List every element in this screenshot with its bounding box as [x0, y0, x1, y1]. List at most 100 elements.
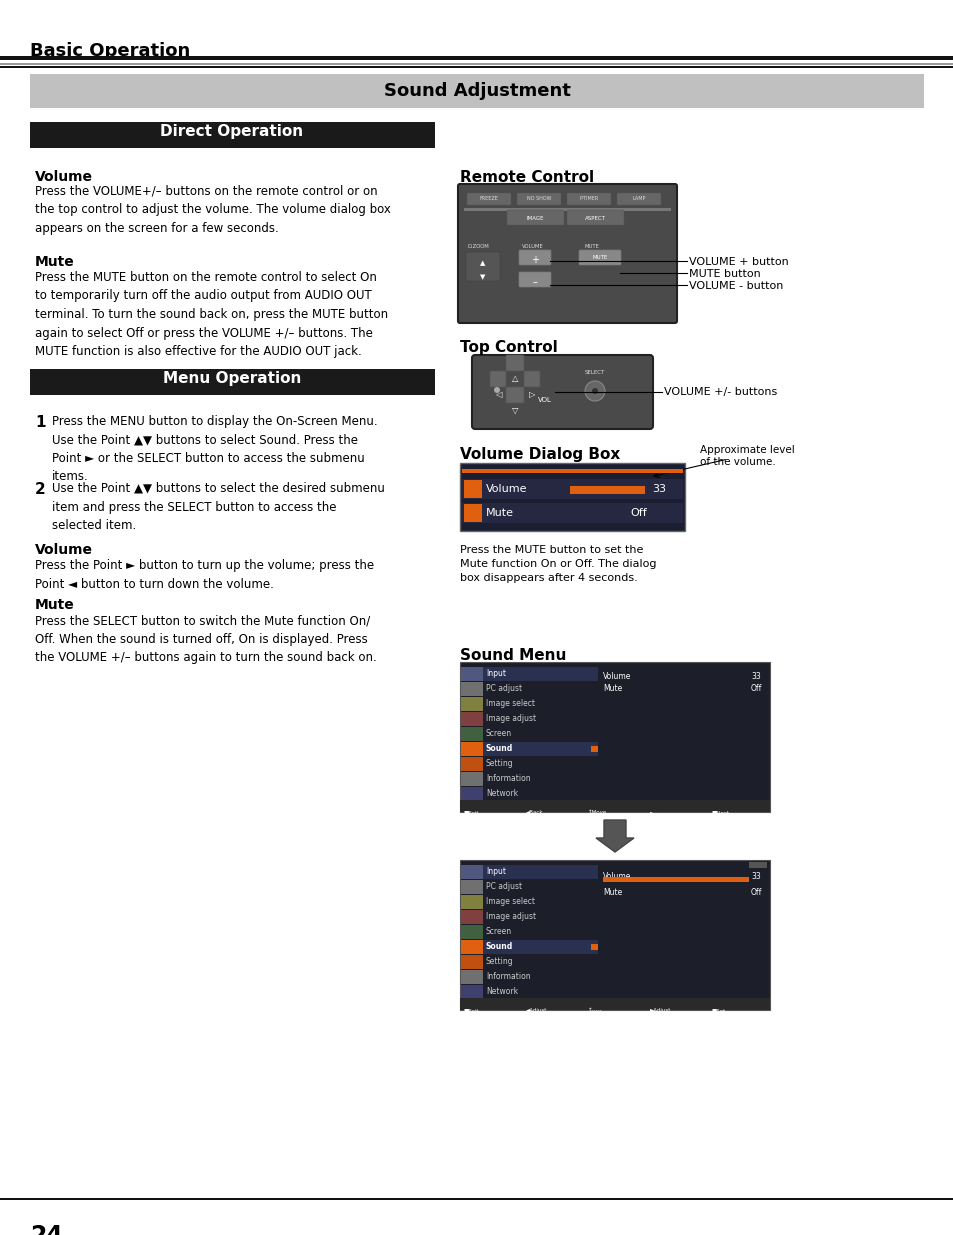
FancyArrow shape [596, 820, 634, 852]
Text: ◁: ◁ [495, 390, 500, 399]
Text: VOLUME: VOLUME [521, 245, 543, 249]
Bar [460, 772, 482, 785]
Text: △: △ [511, 374, 517, 383]
Bar [459, 662, 769, 811]
Bar [460, 969, 482, 984]
Text: Press the MUTE button to set the
Mute function On or Off. The dialog
box disappe: Press the MUTE button to set the Mute fu… [459, 545, 656, 583]
Bar [460, 727, 482, 741]
Text: Press the MENU button to display the On-Screen Menu.
Use the Point ▲▼ buttons to: Press the MENU button to display the On-… [52, 415, 377, 483]
Text: ↕Move: ↕Move [587, 810, 607, 815]
Bar [569, 487, 644, 494]
FancyBboxPatch shape [566, 210, 623, 225]
Text: P-TIMER: P-TIMER [578, 196, 598, 201]
Bar [461, 503, 682, 522]
FancyBboxPatch shape [472, 354, 652, 429]
Text: Mute: Mute [602, 684, 621, 693]
Bar [460, 697, 482, 711]
Text: ◄Back: ◄Back [525, 810, 543, 815]
Text: 33: 33 [651, 484, 665, 494]
Circle shape [494, 387, 499, 393]
Text: Off: Off [629, 508, 646, 517]
Text: ■Next: ■Next [711, 810, 729, 815]
Text: ▼: ▼ [479, 274, 485, 280]
Text: Screen: Screen [485, 927, 512, 936]
Bar [463, 504, 481, 522]
FancyBboxPatch shape [505, 354, 523, 370]
Text: Setting: Setting [485, 957, 513, 966]
Text: FREEZE: FREEZE [479, 196, 497, 201]
Bar [460, 667, 482, 680]
Bar [459, 998, 769, 1010]
Text: Mute: Mute [485, 508, 514, 517]
Text: PC adjust: PC adjust [485, 684, 521, 693]
Text: ▲: ▲ [479, 261, 485, 266]
Text: VOLUME - button: VOLUME - button [688, 282, 782, 291]
Text: ■Exit: ■Exit [463, 810, 479, 815]
FancyBboxPatch shape [490, 370, 505, 387]
Text: Press the SELECT button to switch the Mute function On/
Off. When the sound is t: Press the SELECT button to switch the Mu… [35, 614, 376, 664]
Bar [460, 742, 598, 756]
Text: Image adjust: Image adjust [485, 714, 536, 722]
Text: Input: Input [485, 669, 505, 678]
Text: MUTE: MUTE [592, 254, 607, 261]
Bar [0, 56, 953, 61]
Text: Volume: Volume [602, 672, 631, 680]
FancyBboxPatch shape [457, 184, 677, 324]
Bar [463, 480, 481, 498]
Circle shape [584, 382, 604, 401]
Text: Image adjust: Image adjust [485, 911, 536, 921]
FancyBboxPatch shape [518, 272, 551, 287]
Text: Sound Menu: Sound Menu [459, 648, 566, 663]
Bar [460, 940, 598, 953]
Bar [460, 682, 482, 697]
FancyBboxPatch shape [617, 193, 660, 205]
Text: Press the Point ► button to turn up the volume; press the
Point ◄ button to turn: Press the Point ► button to turn up the … [35, 559, 374, 590]
Bar [460, 986, 482, 999]
Text: MUTE button: MUTE button [688, 269, 760, 279]
FancyBboxPatch shape [505, 387, 523, 403]
Circle shape [592, 388, 598, 394]
Text: 24: 24 [30, 1224, 63, 1235]
FancyBboxPatch shape [578, 249, 620, 266]
Text: Volume: Volume [35, 543, 92, 557]
Text: –: – [532, 277, 537, 287]
Text: 1: 1 [35, 415, 46, 430]
Text: Basic Operation: Basic Operation [30, 42, 190, 61]
Text: Volume: Volume [602, 872, 631, 881]
Text: PC adjust: PC adjust [485, 882, 521, 890]
Text: Volume: Volume [485, 484, 527, 494]
Text: Menu Operation: Menu Operation [163, 370, 301, 387]
FancyBboxPatch shape [465, 252, 499, 282]
Text: VOLUME + button: VOLUME + button [688, 257, 788, 267]
FancyBboxPatch shape [506, 210, 563, 225]
Text: Direct Operation: Direct Operation [160, 124, 303, 140]
Text: +: + [531, 254, 538, 266]
Text: Remote Control: Remote Control [459, 170, 594, 185]
Text: Volume: Volume [35, 170, 92, 184]
Bar [460, 925, 482, 939]
Bar [461, 479, 682, 499]
FancyBboxPatch shape [518, 249, 551, 266]
Text: ASPECT: ASPECT [584, 216, 605, 221]
FancyBboxPatch shape [523, 370, 539, 387]
Bar [0, 65, 953, 68]
Text: Network: Network [485, 987, 517, 995]
Text: Setting: Setting [485, 760, 513, 768]
Bar [461, 469, 682, 473]
Text: Mute: Mute [602, 888, 621, 897]
Text: Off: Off [750, 684, 761, 693]
Bar [460, 742, 482, 756]
Bar [460, 787, 482, 802]
Text: ■Exit: ■Exit [463, 1008, 479, 1013]
Text: Screen: Screen [485, 729, 512, 739]
Bar [460, 910, 482, 924]
Text: Information: Information [485, 972, 530, 981]
Bar [460, 955, 482, 969]
Bar [460, 864, 598, 879]
Bar [590, 944, 598, 950]
Text: Sound: Sound [485, 942, 513, 951]
Bar [30, 122, 435, 148]
Text: ■Set: ■Set [711, 1008, 725, 1013]
Text: 33: 33 [750, 672, 760, 680]
Bar [460, 757, 482, 771]
